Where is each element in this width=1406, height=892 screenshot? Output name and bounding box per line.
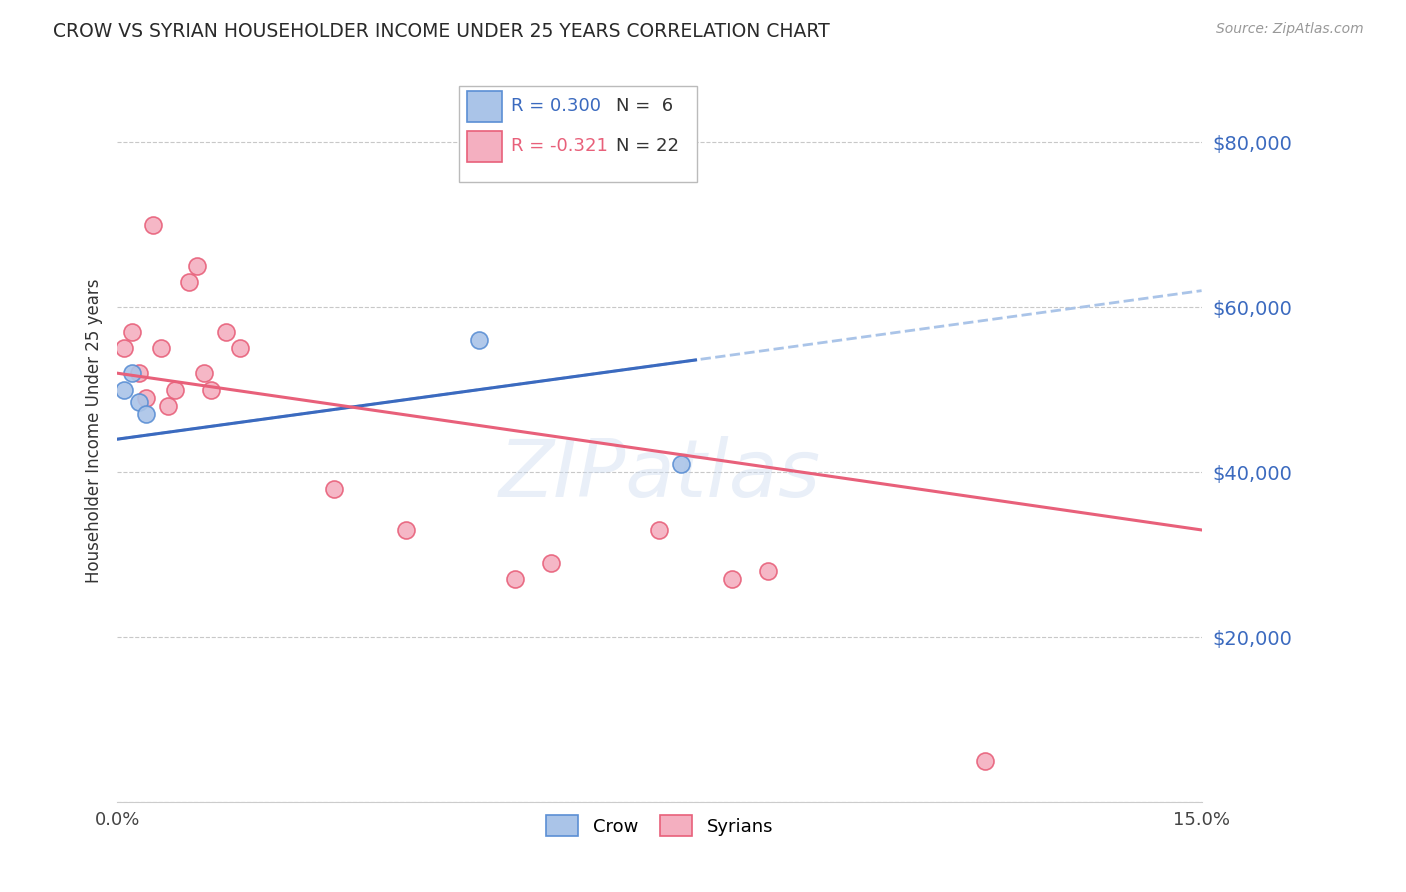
Point	[179, 276, 201, 290]
FancyBboxPatch shape	[467, 91, 502, 122]
Point	[112, 342, 135, 356]
Point	[135, 391, 157, 405]
Point	[467, 333, 489, 347]
Point	[648, 523, 671, 537]
Point	[112, 383, 135, 397]
FancyBboxPatch shape	[458, 86, 697, 182]
Text: ZIPatlas: ZIPatlas	[498, 436, 821, 515]
Point	[121, 325, 143, 339]
Y-axis label: Householder Income Under 25 years: Householder Income Under 25 years	[86, 278, 103, 583]
Point	[229, 342, 252, 356]
Text: R = 0.300: R = 0.300	[510, 97, 600, 115]
Point	[200, 383, 222, 397]
Point	[128, 395, 150, 409]
Point	[214, 325, 236, 339]
Point	[149, 342, 172, 356]
Point	[720, 573, 742, 587]
Point	[756, 564, 779, 578]
Point	[135, 408, 157, 422]
Point	[669, 457, 692, 471]
Point	[503, 573, 526, 587]
Point	[142, 218, 165, 232]
Point	[540, 556, 562, 570]
Point	[193, 366, 215, 380]
Point	[186, 259, 208, 273]
Legend: Crow, Syrians: Crow, Syrians	[537, 806, 782, 846]
Point	[395, 523, 418, 537]
Text: Source: ZipAtlas.com: Source: ZipAtlas.com	[1216, 22, 1364, 37]
Point	[121, 366, 143, 380]
Point	[156, 399, 179, 413]
Point	[128, 366, 150, 380]
FancyBboxPatch shape	[467, 131, 502, 162]
Text: R = -0.321: R = -0.321	[510, 137, 607, 155]
Point	[973, 754, 995, 768]
Point	[323, 482, 346, 496]
Text: N = 22: N = 22	[616, 137, 679, 155]
Point	[163, 383, 186, 397]
Text: N =  6: N = 6	[616, 97, 673, 115]
Text: CROW VS SYRIAN HOUSEHOLDER INCOME UNDER 25 YEARS CORRELATION CHART: CROW VS SYRIAN HOUSEHOLDER INCOME UNDER …	[53, 22, 830, 41]
